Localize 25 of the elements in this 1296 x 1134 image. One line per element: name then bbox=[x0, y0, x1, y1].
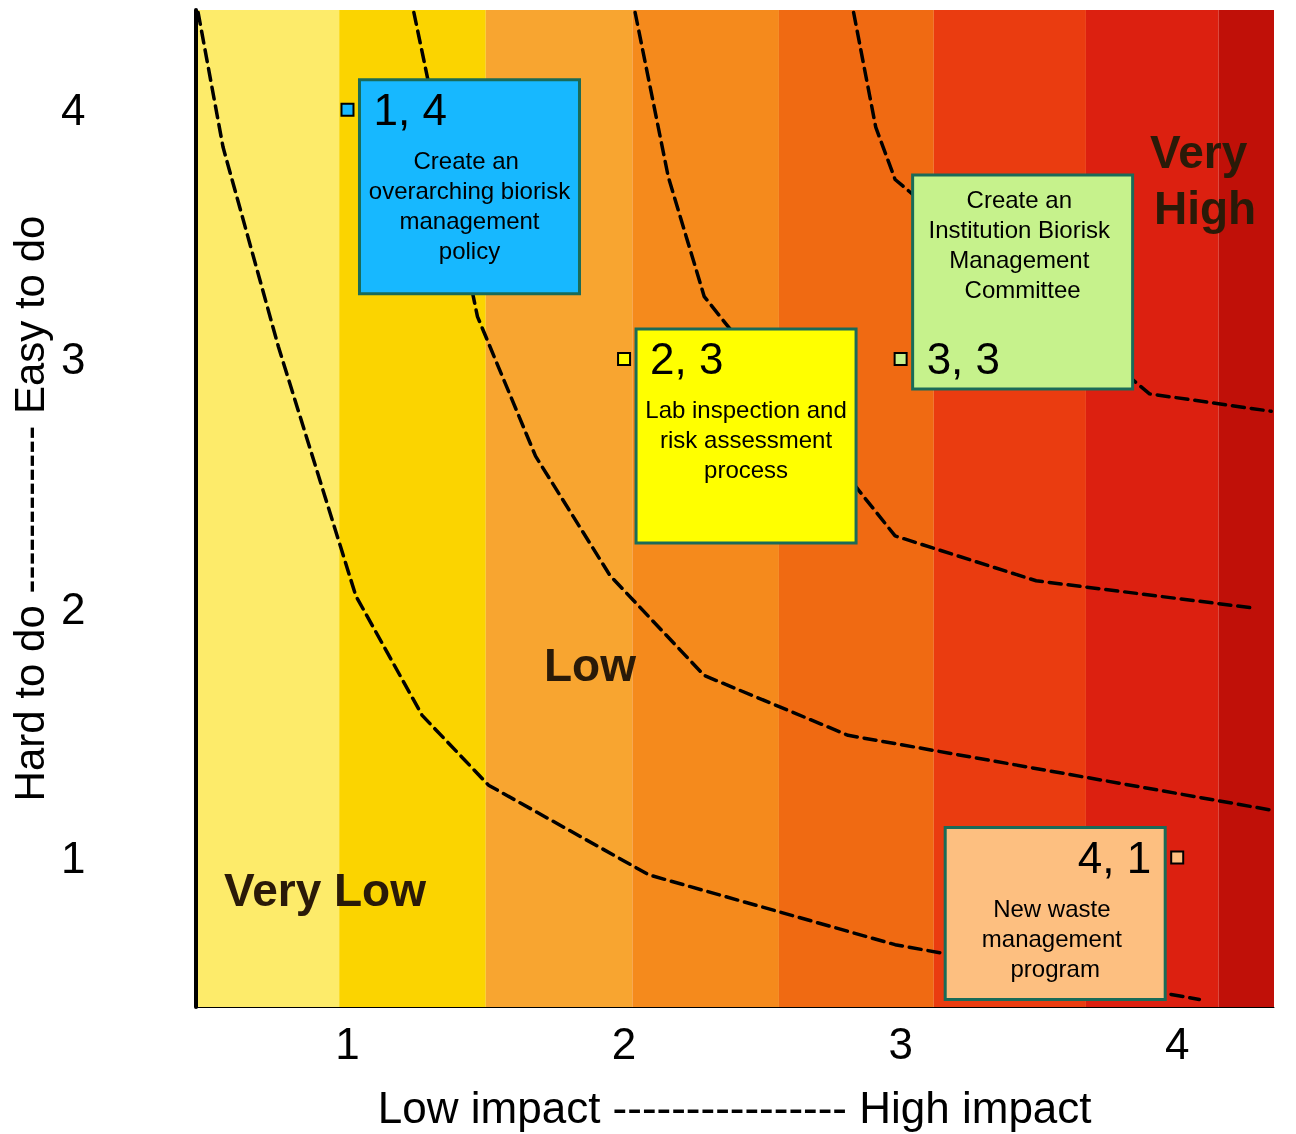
x-axis-title: Low impact ---------------- High impact bbox=[377, 1082, 1092, 1132]
data-label: 3, 3 bbox=[926, 334, 1001, 384]
y-tick-label: 3 bbox=[60, 334, 86, 384]
y-tick-label: 4 bbox=[60, 85, 86, 135]
series-label: Lab inspection and risk assessment process bbox=[645, 396, 847, 484]
data-label: 1, 4 bbox=[373, 85, 447, 135]
annotation: Very Low bbox=[224, 864, 427, 916]
text: New waste management program bbox=[981, 894, 1129, 982]
point bbox=[340, 102, 355, 117]
series-label: Create an overarching biorisk management policy bbox=[368, 147, 572, 265]
point bbox=[1170, 850, 1185, 865]
y-tick-label: 2 bbox=[60, 583, 86, 633]
text: Create an Institution Biorisk Management Committee bbox=[928, 186, 1117, 304]
annotation: Very High bbox=[1150, 126, 1260, 234]
data-label: 2, 3 bbox=[650, 334, 724, 384]
annotation: Low bbox=[544, 639, 637, 691]
data-label: 4, 1 bbox=[1077, 832, 1152, 882]
point bbox=[617, 351, 632, 366]
x-tick-label: 2 bbox=[611, 1018, 637, 1068]
x-tick-label: 1 bbox=[335, 1018, 360, 1068]
x-tick-label: 4 bbox=[1164, 1018, 1190, 1068]
point bbox=[893, 351, 908, 366]
y-tick-label: 1 bbox=[60, 832, 86, 882]
x-tick-label: 3 bbox=[888, 1018, 913, 1068]
y-axis-title: Hard to do ------------ Easy to do bbox=[5, 215, 53, 802]
